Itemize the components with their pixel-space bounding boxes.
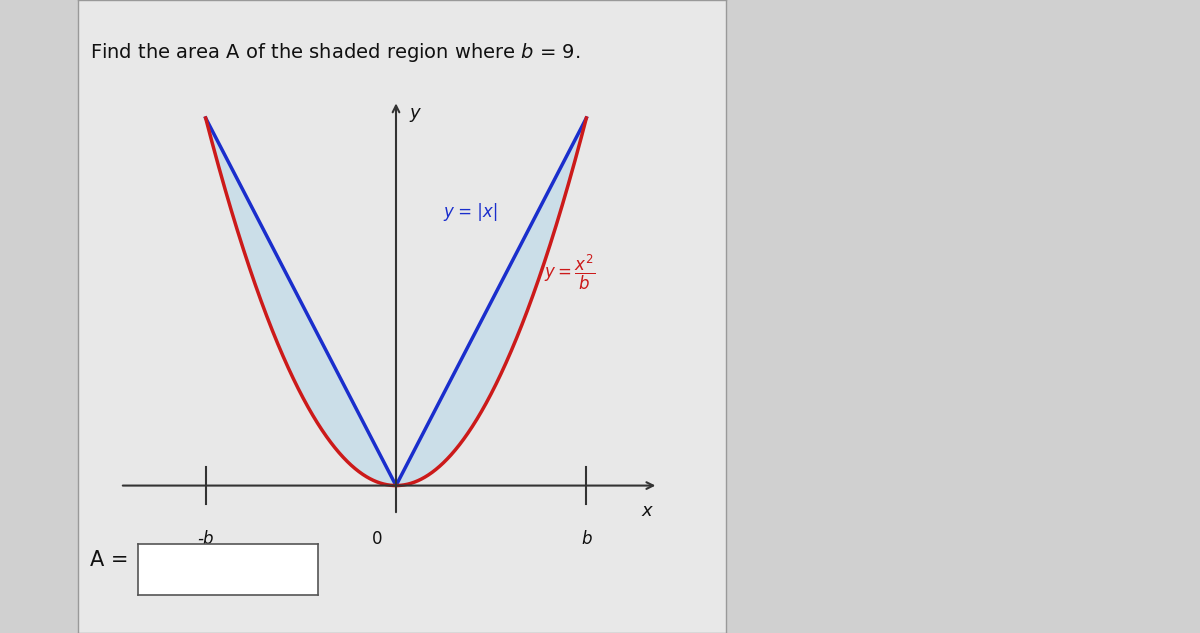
Text: -b: -b (198, 530, 214, 548)
Text: Find the area A of the shaded region where $b$ = 9.: Find the area A of the shaded region whe… (90, 41, 581, 64)
Text: x: x (642, 503, 653, 520)
Text: b: b (581, 530, 592, 548)
Text: y: y (409, 104, 420, 123)
Text: A =: A = (90, 550, 128, 570)
Text: $y = \dfrac{x^2}{b}$: $y = \dfrac{x^2}{b}$ (545, 253, 595, 292)
Text: 0: 0 (372, 530, 383, 548)
Text: y = |x|: y = |x| (444, 203, 499, 221)
